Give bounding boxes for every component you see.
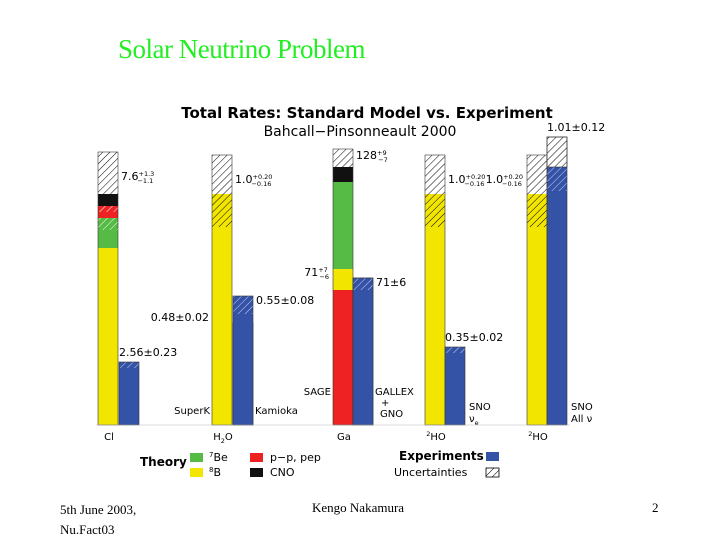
group-3-theory-label: 128+9 −7 [356, 149, 388, 164]
group-3-exp2-name-line-2: + [381, 398, 389, 409]
group-2-theory-segment-8B-unc [212, 194, 232, 227]
chart-subtitle: Bahcall−Pinsonneault 2000 [264, 124, 457, 140]
group-2-theory-segment-uncertainty [212, 155, 232, 194]
group-3-experiment-label: 71+7 −6 [304, 266, 329, 281]
group-3-exp2-name-line-3: GNO [380, 409, 403, 420]
group-1-target-label: Cl [104, 432, 114, 443]
group-5-exp-name-line-2: All ν [571, 414, 593, 425]
legend-swatch-cno [250, 468, 263, 477]
group-4-experiment-label: 0.35±0.02 [445, 331, 503, 344]
group-5-experiment-bar [547, 179, 567, 425]
group-3-target-label: Ga [337, 432, 351, 443]
group-3-experiment2-label: 71±6 [376, 276, 406, 289]
group-5-target-label: 2HO [528, 430, 548, 443]
legend-swatch-8b [190, 468, 203, 477]
group-2-experiment-label: 0.48±0.02 [151, 311, 209, 324]
group-2-exp2-name-line-1: Kamioka [255, 406, 298, 417]
group-4-experiment-error-band [445, 347, 465, 353]
legend-label-7be: 7Be [209, 451, 228, 464]
group-1-theory-segment-8B [98, 248, 118, 425]
legend-experiments-label: Experiments [399, 449, 484, 463]
group-3-theory-segment-uncertainty [333, 149, 353, 167]
group-5-experiment-error-band [547, 167, 567, 191]
group-3-theory-segment-pp-pep [333, 290, 353, 425]
group-1-theory-segment-pp-pep-unc [98, 206, 118, 212]
group-3-exp2-name-line-1: GALLEX [375, 387, 414, 398]
group-4-experiment-bar [445, 350, 465, 425]
legend-label-pp-pep: p−p, pep [270, 451, 321, 464]
group-5-theory-segment-8B [527, 227, 547, 425]
group-1-experiment-label: 2.56±0.23 [119, 346, 177, 359]
group-4-theory-segment-uncertainty [425, 155, 445, 194]
group-2-theory-segment-8B [212, 227, 232, 425]
group-1-experiment-bar [119, 365, 139, 425]
group-4-target-label: 2HO [426, 430, 446, 443]
legend-swatch-uncertainties [485, 467, 500, 478]
legend: Theory 7Be 8B p−p, pep CNO Experiments U… [140, 449, 500, 479]
group-1-theory-label: 7.6+1.3 −1.1 [121, 170, 154, 185]
group-2-theory-label: 1.0+0.20 −0.16 [235, 173, 272, 188]
group-3-theory-segment-CNO [333, 167, 353, 182]
group-1-theory-segment-pp-pep [98, 212, 118, 218]
group-4-theory-segment-8B [425, 227, 445, 425]
group-1-theory-segment-7Be [98, 230, 118, 248]
group-3-theory-segment-8B [333, 269, 353, 290]
bars-layer [96, 136, 570, 426]
legend-theory-label: Theory [140, 455, 187, 469]
chart-title: Total Rates: Standard Model vs. Experime… [181, 104, 553, 122]
footer-author: Kengo Nakamura [312, 500, 405, 515]
footer-page-number: 2 [652, 500, 659, 515]
legend-swatch-pp-pep [250, 453, 263, 462]
group-2-target-label: H2O [213, 432, 233, 445]
group-3-theory-segment-7Be [333, 182, 353, 269]
group-5-theory-segment-8B-unc [527, 194, 547, 227]
legend-swatch-7be [190, 453, 203, 462]
legend-label-8b: 8B [209, 466, 221, 479]
group-4-exp-name-line-1: SNO [469, 402, 491, 413]
group-1-experiment-error-band [119, 362, 139, 368]
legend-swatch-experiments [486, 452, 499, 461]
labels-layer: 7.6+1.3 −1.1 2.56±0.23 Cl 1.0+0.20 −0.16 0.48±… [104, 121, 605, 445]
slide-title: Solar Neutrino Problem [118, 34, 365, 64]
group-5-experiment-upper-uncertainty [546, 136, 568, 168]
legend-uncertainties-label: Uncertainties [394, 466, 468, 479]
group-3-exp-name-line-1: SAGE [304, 387, 331, 398]
group-5-theory-label: 1.0+0.20 −0.16 [486, 173, 523, 188]
footer-date-line2: Nu.Fact03 [60, 522, 115, 537]
group-3-experiment2-bar [353, 284, 373, 425]
group-1-theory-segment-CNO [98, 194, 118, 206]
group-4-theory-label: 1.0+0.20 −0.16 [448, 173, 485, 188]
group-2-experiment2-label: 0.55±0.08 [256, 294, 314, 307]
group-1-theory-segment-uncertainty [98, 152, 118, 194]
group-4-exp-name-line-2: νe [469, 414, 479, 427]
footer-date: 5th June 2003, Nu.Fact03 [60, 500, 136, 540]
legend-label-cno: CNO [270, 466, 295, 479]
footer-date-line1: 5th June 2003, [60, 502, 137, 517]
group-2-exp-name-line-1: SuperK [174, 406, 210, 417]
group-2-experiment2-bar [233, 305, 253, 425]
group-4-theory-segment-8B-unc [425, 194, 445, 227]
group-1-theory-segment-7Be-unc [98, 218, 118, 230]
group-5-exp-name-line-1: SNO [571, 402, 593, 413]
group-5-experiment-label: 1.01±0.12 [547, 121, 605, 134]
group-5-theory-segment-uncertainty [527, 155, 547, 194]
group-2-experiment2-error-band [233, 296, 253, 314]
group-3-experiment2-error-band [353, 278, 373, 290]
